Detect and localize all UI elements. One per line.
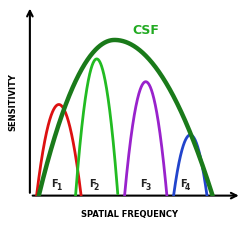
Text: 3: 3 <box>145 182 150 191</box>
Text: 4: 4 <box>185 182 190 191</box>
Text: F: F <box>180 178 187 188</box>
Text: CSF: CSF <box>132 24 159 37</box>
Text: SPATIAL FREQUENCY: SPATIAL FREQUENCY <box>81 209 178 218</box>
Text: 2: 2 <box>94 182 99 191</box>
Text: SENSITIVITY: SENSITIVITY <box>8 72 17 130</box>
Text: F: F <box>89 178 96 188</box>
Text: F: F <box>140 178 147 188</box>
Text: F: F <box>51 178 58 188</box>
Text: 1: 1 <box>56 182 61 191</box>
